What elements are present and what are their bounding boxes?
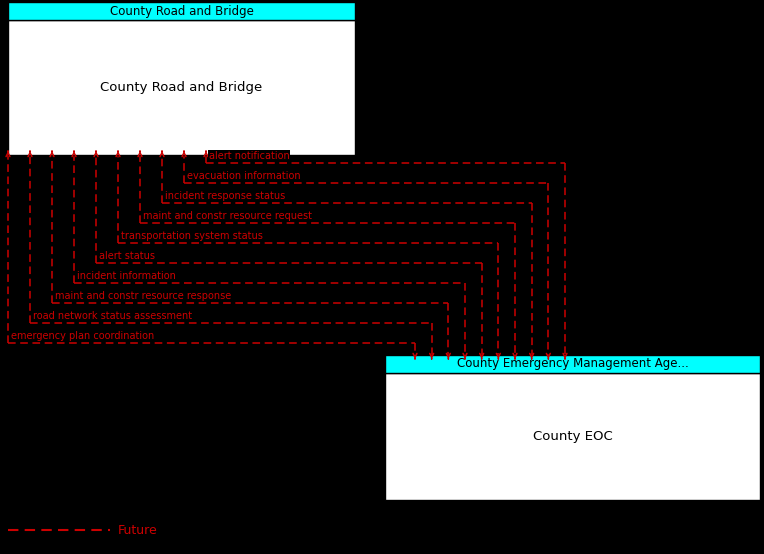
Text: incident response status: incident response status bbox=[165, 191, 285, 201]
Text: maint and constr resource request: maint and constr resource request bbox=[143, 211, 312, 221]
Text: maint and constr resource response: maint and constr resource response bbox=[55, 291, 231, 301]
Bar bbox=[385, 373, 760, 500]
Text: County Road and Bridge: County Road and Bridge bbox=[100, 81, 263, 94]
Bar bbox=[385, 355, 760, 373]
Text: Future: Future bbox=[118, 524, 157, 536]
Text: emergency plan coordination: emergency plan coordination bbox=[11, 331, 154, 341]
Text: alert status: alert status bbox=[99, 251, 155, 261]
Bar bbox=[8, 2, 355, 20]
Text: evacuation information: evacuation information bbox=[187, 171, 300, 181]
Text: incident information: incident information bbox=[77, 271, 176, 281]
Text: County EOC: County EOC bbox=[533, 430, 613, 443]
Bar bbox=[8, 20, 355, 155]
Text: County Emergency Management Age...: County Emergency Management Age... bbox=[457, 357, 688, 371]
Text: alert notification: alert notification bbox=[209, 151, 290, 161]
Text: transportation system status: transportation system status bbox=[121, 231, 263, 241]
Text: County Road and Bridge: County Road and Bridge bbox=[109, 4, 254, 18]
Text: road network status assessment: road network status assessment bbox=[33, 311, 192, 321]
